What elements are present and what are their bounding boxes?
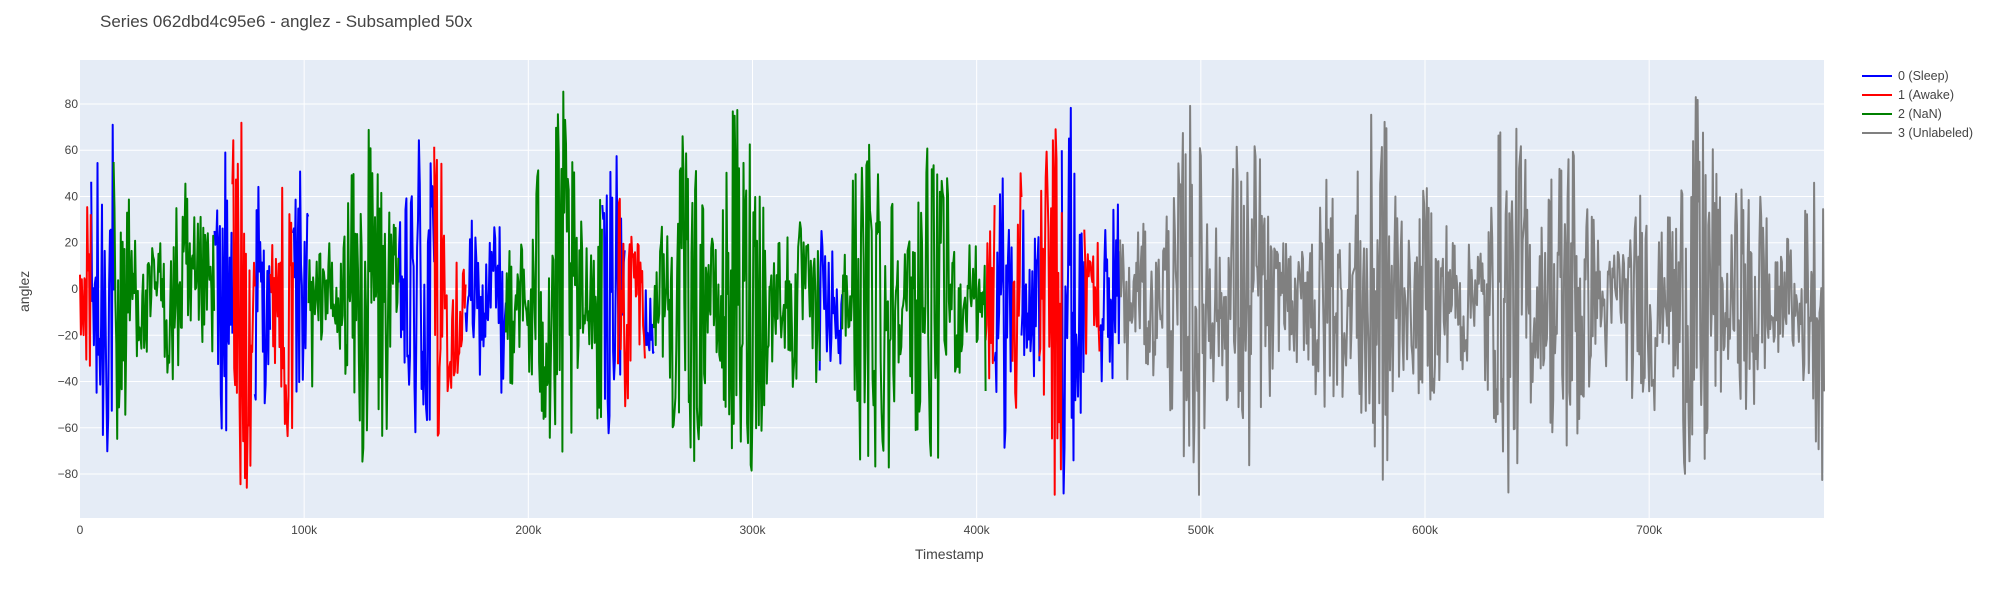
- series-line-segment: [79, 206, 92, 367]
- legend-swatch-unlabeled: [1862, 131, 1892, 134]
- legend-label-awake: 1 (Awake): [1898, 87, 1955, 102]
- series-line-segment: [464, 219, 507, 394]
- series-line-segment: [1011, 172, 1023, 409]
- legend-item-awake[interactable]: 1 (Awake): [1862, 85, 1973, 104]
- series-line-segment: [213, 151, 234, 432]
- series-line-segment: [841, 143, 987, 469]
- series-3-unlabeled: [1119, 96, 1825, 496]
- series-line-segment: [269, 186, 294, 438]
- legend-item-unlabeled[interactable]: 3 (Unlabeled): [1862, 123, 1973, 142]
- series-line-segment: [1083, 229, 1101, 355]
- series-line-segment: [397, 139, 436, 434]
- series-line-segment: [984, 205, 996, 380]
- series-2-nan: [112, 90, 987, 472]
- x-tick-label: 700k: [1636, 523, 1663, 537]
- legend-swatch-sleep: [1862, 74, 1892, 77]
- legend-item-nan[interactable]: 2 (NaN): [1862, 104, 1973, 123]
- y-tick-label: −60: [58, 421, 79, 435]
- x-tick-labels: 0 100k 200k 300k 400k 500k 600k 700k: [77, 523, 1664, 537]
- series-line-segment: [112, 161, 216, 440]
- y-axis-title: anglez: [16, 270, 32, 312]
- legend-swatch-nan: [1862, 112, 1892, 115]
- series-line-segment: [643, 289, 655, 354]
- y-tick-label: 20: [65, 236, 79, 250]
- legend-label-unlabeled: 3 (Unlabeled): [1898, 125, 1974, 140]
- legend-swatch-awake: [1862, 93, 1892, 96]
- series-line-segment: [433, 146, 467, 437]
- chart-title: Series 062dbd4c95e6 - anglez - Subsample…: [100, 12, 473, 31]
- x-tick-label: 400k: [964, 523, 991, 537]
- x-tick-label: 0: [77, 523, 84, 537]
- y-tick-label: 0: [71, 282, 78, 296]
- x-tick-label: 600k: [1412, 523, 1439, 537]
- series-line-segment: [1060, 106, 1086, 495]
- x-axis-title: Timestamp: [915, 546, 984, 562]
- x-tick-label: 300k: [739, 523, 766, 537]
- y-tick-label: 80: [65, 97, 79, 111]
- y-tick-label: −80: [58, 467, 79, 481]
- series-line-segment: [1119, 96, 1825, 496]
- y-tick-label: −20: [58, 328, 79, 342]
- legend: 0 (Sleep) 1 (Awake) 2 (NaN) 3 (Unlabeled…: [1862, 66, 1973, 142]
- series-line-segment: [504, 90, 603, 453]
- series-line-segment: [90, 123, 115, 453]
- y-tick-label: 60: [65, 143, 79, 157]
- series-0-sleep: [90, 106, 1121, 495]
- series-line-segment: [652, 109, 821, 472]
- legend-item-sleep[interactable]: 0 (Sleep): [1862, 66, 1973, 85]
- y-tick-label: −40: [58, 375, 79, 389]
- x-tick-label: 100k: [291, 523, 318, 537]
- y-tick-labels: 80 60 40 20 0 −20 −40 −60 −80: [58, 97, 79, 481]
- x-tick-label: 500k: [1188, 523, 1215, 537]
- legend-label-sleep: 0 (Sleep): [1898, 68, 1949, 83]
- x-tick-label: 200k: [515, 523, 542, 537]
- series-line-segment: [1098, 203, 1121, 383]
- series-line-segment: [1020, 209, 1041, 378]
- series-line-segment: [292, 170, 310, 393]
- legend-label-nan: 2 (NaN): [1898, 106, 1942, 121]
- series-line-segment: [818, 230, 844, 371]
- series-line-segment: [253, 185, 272, 405]
- series-1-awake: [79, 121, 1101, 496]
- series-line-segment: [307, 128, 400, 463]
- series-line-segment: [231, 121, 256, 489]
- series-layer: [79, 90, 1825, 496]
- series-line-segment: [1038, 128, 1063, 496]
- y-tick-label: 40: [65, 189, 79, 203]
- series-line-segment: [993, 177, 1014, 449]
- series-line-segment: [617, 197, 646, 408]
